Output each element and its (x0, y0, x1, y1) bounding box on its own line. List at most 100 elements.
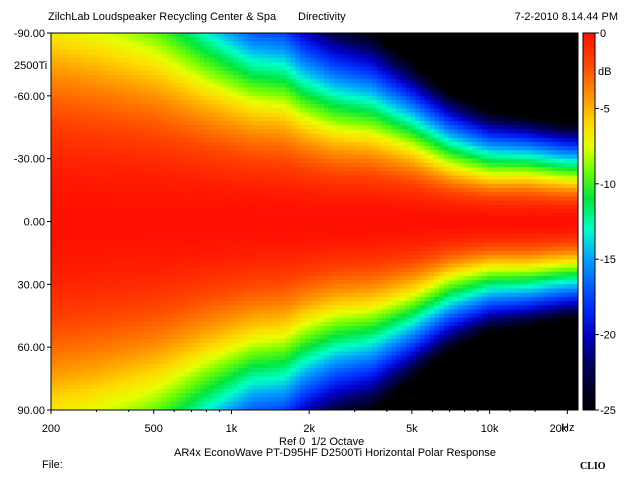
heatmap-cell (94, 41, 100, 47)
heatmap-cell (271, 183, 277, 189)
heatmap-cell (74, 175, 81, 181)
heatmap-cell (165, 322, 172, 327)
heatmap-cell (127, 79, 134, 84)
heatmap-cell (213, 192, 220, 197)
heatmap-cell (247, 158, 253, 164)
heatmap-cell (242, 275, 249, 281)
heatmap-cell (51, 259, 57, 264)
heatmap-cell (161, 141, 167, 147)
heatmap-cell (180, 95, 186, 101)
heatmap-cell (113, 120, 119, 126)
heatmap-cell (290, 225, 296, 231)
heatmap-cell (218, 162, 225, 168)
heatmap-cell (209, 58, 215, 63)
heatmap-cell (271, 179, 277, 185)
heatmap-cell (118, 296, 124, 302)
heatmap-cell (261, 137, 268, 143)
heatmap-cell (84, 150, 90, 156)
heatmap-cell (51, 58, 57, 63)
heatmap-cell (113, 200, 119, 206)
heatmap-cell (280, 355, 287, 361)
heatmap-cell (142, 296, 148, 302)
heatmap-cell (94, 405, 100, 410)
heatmap-cell (276, 133, 282, 139)
heatmap-cell (204, 338, 210, 344)
heatmap-cell (122, 401, 129, 407)
heatmap-cell (213, 150, 220, 156)
heatmap-cell (242, 125, 249, 130)
heatmap-cell (137, 167, 143, 172)
heatmap-cell (266, 133, 272, 139)
heatmap-cell (271, 380, 277, 386)
heatmap-cell (247, 217, 253, 223)
heatmap-cell (276, 317, 282, 323)
heatmap-cell (122, 267, 129, 273)
heatmap-cell (70, 62, 76, 68)
heatmap-cell (309, 33, 316, 38)
heatmap-cell (300, 376, 306, 382)
heatmap-cell (51, 108, 57, 114)
heatmap-cell (108, 150, 114, 156)
heatmap-cell (170, 242, 177, 248)
heatmap-cell (175, 183, 181, 189)
heatmap-cell (189, 125, 196, 130)
heatmap-cell (51, 175, 57, 181)
heatmap-cell (113, 267, 119, 273)
heatmap-cell (94, 255, 100, 260)
heatmap-cell (146, 271, 153, 277)
heatmap-cell (94, 200, 100, 206)
heatmap-cell (55, 334, 62, 340)
heatmap-cell (266, 334, 272, 340)
heatmap-cell (304, 66, 311, 72)
heatmap-cell (98, 255, 105, 260)
heatmap-cell (257, 363, 263, 369)
heatmap-cell (122, 133, 129, 139)
heatmap-cell (204, 309, 210, 315)
heatmap-cell (194, 368, 201, 373)
heatmap-cell (290, 213, 296, 218)
heatmap-cell (51, 49, 57, 55)
heatmap-cell (65, 158, 71, 164)
heatmap-cell (175, 74, 181, 80)
heatmap-cell (242, 74, 249, 80)
heatmap-cell (165, 317, 172, 323)
heatmap-cell (89, 133, 95, 139)
heatmap-cell (309, 58, 316, 63)
heatmap-cell (161, 280, 167, 285)
heatmap-cell (247, 162, 253, 168)
heatmap-cell (285, 167, 292, 172)
heatmap-cell (122, 167, 129, 172)
heatmap-cell (70, 275, 76, 281)
heatmap-cell (261, 79, 268, 84)
heatmap-cell (51, 137, 57, 143)
heatmap-cell (242, 326, 249, 332)
heatmap-cell (194, 296, 201, 302)
heatmap-cell (228, 355, 234, 361)
heatmap-cell (189, 91, 196, 97)
heatmap-cell (113, 179, 119, 185)
heatmap-cell (142, 401, 148, 407)
heatmap-cell (223, 79, 229, 84)
heatmap-cell (55, 221, 62, 227)
heatmap-cell (127, 192, 134, 197)
heatmap-cell (218, 342, 225, 348)
heatmap-cell (266, 87, 272, 93)
heatmap-cell (209, 368, 215, 373)
heatmap-cell (228, 313, 234, 319)
heatmap-cell (213, 79, 220, 84)
heatmap-cell (161, 192, 167, 197)
heatmap-cell (180, 238, 186, 244)
heatmap-cell (180, 175, 186, 181)
heatmap-cell (55, 213, 62, 218)
heatmap-cell (118, 363, 124, 369)
heatmap-cell (165, 208, 172, 214)
heatmap-cell (98, 246, 105, 252)
heatmap-cell (194, 288, 201, 294)
heatmap-cell (290, 405, 296, 410)
heatmap-cell (223, 95, 229, 101)
heatmap-cell (118, 70, 124, 76)
heatmap-cell (271, 146, 277, 151)
heatmap-cell (233, 338, 239, 344)
heatmap-cell (79, 49, 86, 55)
heatmap-cell (252, 238, 258, 244)
